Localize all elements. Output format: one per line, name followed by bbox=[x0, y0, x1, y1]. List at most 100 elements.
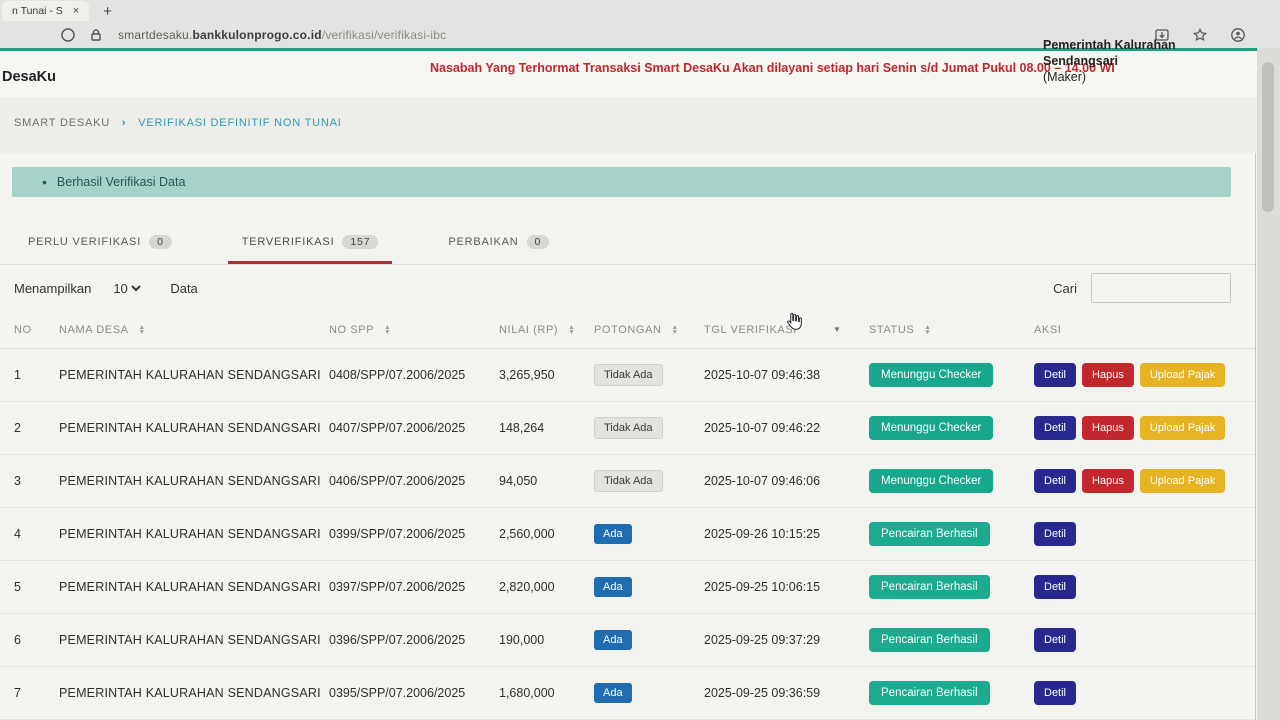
tab-label: PERBAIKAN bbox=[448, 236, 519, 248]
search-input[interactable] bbox=[1091, 273, 1231, 303]
scrollbar-thumb[interactable] bbox=[1262, 62, 1274, 212]
tgl-verifikasi-cell: 2025-10-07 09:46:22 bbox=[704, 421, 821, 435]
column-header-potongan[interactable]: POTONGAN ▲ ▼ bbox=[594, 324, 704, 336]
status-cell: Menunggu Checker bbox=[869, 416, 1034, 440]
potongan-badge: Ada bbox=[594, 524, 632, 544]
tgl-verifikasi-cell: 2025-09-25 09:37:29 bbox=[704, 633, 821, 647]
tab-label: TERVERIFIKASI bbox=[241, 236, 335, 248]
tgl-verifikasi-cell: 2025-10-07 09:46:38 bbox=[704, 368, 821, 382]
tab-terverifikasi[interactable]: TERVERIFIKASI 157 bbox=[227, 225, 393, 264]
nilai-cell: 2,560,000 bbox=[499, 527, 555, 541]
aksi-cell: Detil bbox=[1034, 628, 1255, 652]
nama-desa-cell: PEMERINTAH KALURAHAN SENDANGSARI bbox=[59, 580, 321, 594]
potongan-cell: Tidak Ada bbox=[594, 417, 704, 439]
detil-button[interactable]: Detil bbox=[1034, 522, 1077, 546]
column-header-label: NO SPP bbox=[329, 323, 375, 336]
status-cell: Pencairan Berhasil bbox=[869, 681, 1034, 705]
nama-desa-cell: PEMERINTAH KALURAHAN SENDANGSARI bbox=[59, 474, 321, 488]
table-row: 3 PEMERINTAH KALURAHAN SENDANGSARI 0406/… bbox=[0, 455, 1255, 508]
column-header-label: NILAI (RP) bbox=[499, 323, 559, 336]
status-badge[interactable]: Menunggu Checker bbox=[869, 469, 994, 493]
scrollbar[interactable] bbox=[1257, 48, 1280, 720]
potongan-cell: Ada bbox=[594, 524, 704, 544]
tgl-verifikasi-cell: 2025-09-26 10:15:25 bbox=[704, 527, 821, 541]
profile-icon[interactable] bbox=[1230, 27, 1246, 43]
row-number: 4 bbox=[14, 527, 21, 541]
table-header-row: NO NAMA DESA ▲ ▼ NO SPP ▲ ▼ NILAI (RP) ▲ ▼ POTONGA… bbox=[0, 311, 1255, 349]
url-bar[interactable]: smartdesaku.bankkulonprogo.co.id/verifik… bbox=[0, 22, 1280, 48]
sort-icon[interactable]: ▲ ▼ bbox=[568, 323, 576, 336]
table-controls: Menampilkan 10 Data Cari bbox=[0, 265, 1255, 311]
aksi-cell: Detil bbox=[1034, 575, 1255, 599]
hapus-button[interactable]: Hapus bbox=[1082, 469, 1134, 493]
table-row: 1 PEMERINTAH KALURAHAN SENDANGSARI 0408/… bbox=[0, 349, 1255, 402]
sort-desc-icon[interactable]: ▼ bbox=[832, 325, 842, 334]
org-name-line2: Sendangsari bbox=[1043, 54, 1119, 68]
aksi-cell: Detil bbox=[1034, 681, 1255, 705]
status-cell: Pencairan Berhasil bbox=[869, 628, 1034, 652]
sort-icon[interactable]: ▲ ▼ bbox=[384, 323, 392, 336]
no-spp-cell: 0396/SPP/07.2006/2025 bbox=[329, 633, 466, 647]
site-info-icon[interactable] bbox=[60, 27, 76, 43]
pajak-button[interactable]: Upload Pajak bbox=[1139, 469, 1226, 493]
potongan-cell: Ada bbox=[594, 683, 704, 703]
success-alert: • Berhasil Verifikasi Data bbox=[12, 167, 1231, 197]
detil-button[interactable]: Detil bbox=[1034, 363, 1077, 387]
status-badge[interactable]: Pencairan Berhasil bbox=[869, 522, 990, 546]
pajak-button[interactable]: Upload Pajak bbox=[1139, 363, 1226, 387]
nilai-cell: 2,820,000 bbox=[499, 580, 555, 594]
sort-icon[interactable]: ▲ ▼ bbox=[138, 323, 146, 336]
tab-label: PERLU VERIFIKASI bbox=[28, 236, 142, 248]
no-spp-cell: 0406/SPP/07.2006/2025 bbox=[329, 474, 466, 488]
no-spp-cell: 0395/SPP/07.2006/2025 bbox=[329, 686, 466, 700]
status-badge[interactable]: Pencairan Berhasil bbox=[869, 575, 990, 599]
aksi-cell: Detil Hapus Upload Pajak bbox=[1034, 363, 1255, 387]
potongan-badge: Tidak Ada bbox=[594, 364, 663, 386]
announcement-marquee: Nasabah Yang Terhormat Transaksi Smart D… bbox=[430, 61, 1115, 75]
status-badge[interactable]: Menunggu Checker bbox=[869, 363, 994, 387]
page-size-select[interactable]: 10 bbox=[109, 279, 145, 297]
tgl-verifikasi-cell: 2025-09-25 10:06:15 bbox=[704, 580, 821, 594]
column-header-nama-desa[interactable]: NAMA DESA ▲ ▼ bbox=[59, 324, 329, 336]
tab-perbaikan[interactable]: PERBAIKAN 0 bbox=[434, 225, 563, 264]
tab-close-icon[interactable]: × bbox=[72, 5, 80, 17]
sort-icon[interactable]: ▲ ▼ bbox=[671, 323, 679, 336]
detil-button[interactable]: Detil bbox=[1034, 416, 1077, 440]
tab-perlu-verifikasi[interactable]: PERLU VERIFIKASI 0 bbox=[14, 225, 186, 264]
table-row: 6 PEMERINTAH KALURAHAN SENDANGSARI 0396/… bbox=[0, 614, 1255, 667]
row-number: 3 bbox=[14, 474, 21, 488]
row-number: 1 bbox=[14, 368, 21, 382]
status-badge[interactable]: Pencairan Berhasil bbox=[869, 681, 990, 705]
detil-button[interactable]: Detil bbox=[1034, 575, 1077, 599]
potongan-badge: Ada bbox=[594, 683, 632, 703]
pajak-button[interactable]: Upload Pajak bbox=[1139, 416, 1226, 440]
detil-button[interactable]: Detil bbox=[1034, 628, 1077, 652]
tab-count-badge: 0 bbox=[526, 235, 550, 249]
browser-tab[interactable]: n Tunai - S × bbox=[2, 1, 90, 21]
new-tab-button[interactable]: + bbox=[103, 2, 112, 20]
aksi-cell: Detil Hapus Upload Pajak bbox=[1034, 416, 1255, 440]
detil-button[interactable]: Detil bbox=[1034, 469, 1077, 493]
column-header-status[interactable]: STATUS ▲ ▼ bbox=[869, 324, 1034, 336]
hapus-button[interactable]: Hapus bbox=[1082, 363, 1134, 387]
status-badge[interactable]: Pencairan Berhasil bbox=[869, 628, 990, 652]
table-row: 4 PEMERINTAH KALURAHAN SENDANGSARI 0399/… bbox=[0, 508, 1255, 561]
nama-desa-cell: PEMERINTAH KALURAHAN SENDANGSARI bbox=[59, 633, 321, 647]
sort-icon[interactable]: ▲ ▼ bbox=[924, 323, 932, 336]
column-header-nilai-rp-[interactable]: NILAI (RP) ▲ ▼ bbox=[499, 324, 594, 336]
column-header-tgl-verifikasi[interactable]: TGL VERIFIKASI ▼ bbox=[704, 324, 869, 336]
potongan-badge: Ada bbox=[594, 577, 632, 597]
nama-desa-cell: PEMERINTAH KALURAHAN SENDANGSARI bbox=[59, 527, 321, 541]
url-text[interactable]: smartdesaku.bankkulonprogo.co.id/verifik… bbox=[118, 28, 447, 42]
column-header-no-spp[interactable]: NO SPP ▲ ▼ bbox=[329, 324, 499, 336]
detil-button[interactable]: Detil bbox=[1034, 681, 1077, 705]
save-page-icon[interactable] bbox=[1154, 27, 1170, 43]
bookmark-star-icon[interactable] bbox=[1192, 27, 1208, 43]
row-number: 7 bbox=[14, 686, 21, 700]
status-badge[interactable]: Menunggu Checker bbox=[869, 416, 994, 440]
hapus-button[interactable]: Hapus bbox=[1082, 416, 1134, 440]
breadcrumb-root[interactable]: SMART DESAKU bbox=[14, 117, 110, 129]
app-logo: DesaKu bbox=[2, 69, 56, 85]
column-header-label: AKSI bbox=[1034, 323, 1062, 336]
nilai-cell: 190,000 bbox=[499, 633, 545, 647]
